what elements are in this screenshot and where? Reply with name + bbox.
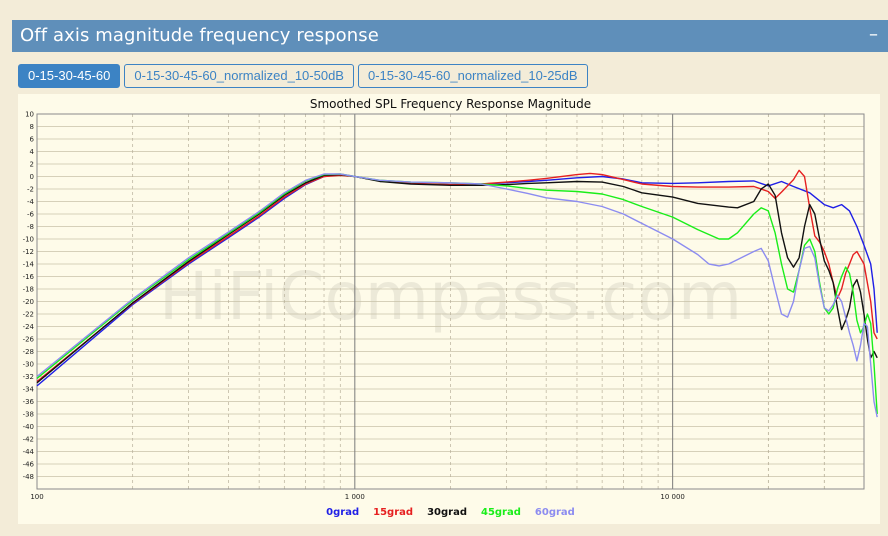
y-tick-label: -46 (23, 461, 35, 469)
legend-item-60grad: 60grad (535, 507, 575, 518)
y-tick-label: -14 (23, 261, 35, 269)
legend-item-0grad: 0grad (326, 507, 359, 518)
y-tick-label: -40 (23, 423, 34, 431)
y-tick-label: -38 (23, 411, 34, 419)
chart-title: Smoothed SPL Frequency Response Magnitud… (310, 97, 591, 111)
x-tick-label: 100 (30, 493, 43, 501)
y-tick-label: -32 (23, 373, 34, 381)
legend-item-30grad: 30grad (427, 507, 467, 518)
chart-container: HiFiCompass.com Smoothed SPL Frequency Re… (18, 94, 880, 524)
y-tick-label: -44 (23, 448, 35, 456)
y-tick-label: 4 (30, 148, 35, 156)
y-tick-label: -12 (23, 248, 34, 256)
y-tick-label: -18 (23, 286, 34, 294)
tab-normalized-10-25db[interactable]: 0-15-30-45-60_normalized_10-25dB (357, 64, 588, 88)
plot-border (36, 113, 865, 490)
y-tick-label: -26 (23, 336, 35, 344)
x-tick-label: 10 000 (660, 493, 685, 501)
x-tick-label: 1 000 (345, 493, 365, 501)
legend: 0grad 15grad 30grad 45grad 60grad (326, 507, 575, 518)
panel-title: Off axis magnitude frequency response (20, 25, 379, 46)
panel-header: Off axis magnitude frequency response – (12, 20, 888, 52)
tab-normalized-10-50db[interactable]: 0-15-30-45-60_normalized_10-50dB (124, 64, 354, 88)
y-tick-label: -20 (23, 298, 34, 306)
y-tick-label: -4 (27, 198, 35, 206)
y-tick-label: -16 (23, 273, 35, 281)
collapse-button[interactable]: – (869, 24, 878, 45)
y-tick-label: 6 (30, 136, 35, 144)
y-tick-label: -30 (23, 361, 34, 369)
tab-0-15-30-45-60[interactable]: 0-15-30-45-60 (18, 64, 121, 88)
y-tick-label: -22 (23, 311, 34, 319)
y-tick-label: 8 (30, 123, 34, 131)
y-tick-label: 0 (30, 173, 34, 181)
y-tick-label: -6 (27, 211, 35, 219)
y-tick-label: -42 (23, 436, 34, 444)
series-line-15grad (36, 169, 878, 383)
y-tick-label: -36 (23, 398, 35, 406)
y-tick-label: -24 (23, 323, 35, 331)
y-tick-label: -10 (23, 236, 34, 244)
y-tick-label: 2 (30, 161, 34, 169)
chart-tabs: 0-15-30-45-60 0-15-30-45-60_normalized_1… (18, 64, 588, 88)
y-tick-label: -8 (27, 223, 34, 231)
legend-item-15grad: 15grad (373, 507, 413, 518)
series-line-60grad (36, 173, 878, 418)
y-tick-label: -2 (27, 186, 34, 194)
y-tick-label: -28 (23, 348, 34, 356)
legend-item-45grad: 45grad (481, 507, 521, 518)
y-tick-label: 10 (25, 111, 34, 119)
y-tick-label: -48 (23, 473, 34, 481)
y-tick-label: -34 (23, 386, 35, 394)
